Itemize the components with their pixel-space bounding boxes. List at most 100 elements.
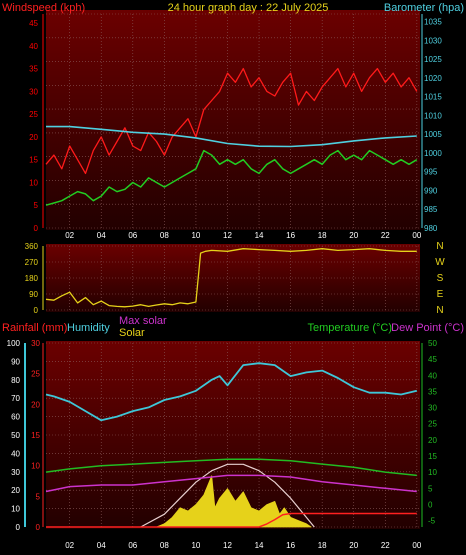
windspeed-y-tick: 40 xyxy=(29,42,38,51)
humidity-y-tick: 100 xyxy=(7,339,21,348)
temperature-y-tick: 5 xyxy=(428,484,433,493)
weather-x-tick: 22 xyxy=(381,541,390,550)
barometer-y-tick: 1015 xyxy=(424,93,442,102)
wind-panel xyxy=(46,10,420,230)
rain-series xyxy=(46,512,417,528)
humidity-y-tick: 90 xyxy=(11,357,20,366)
compass-letter: E xyxy=(437,289,444,300)
rainfall-label: Rainfall (mm) xyxy=(2,322,67,334)
temperature-y-tick: 0 xyxy=(428,500,433,509)
wind-x-tick: 04 xyxy=(97,231,106,240)
windspeed-y-tick: 10 xyxy=(29,178,38,187)
wind-x-tick: 18 xyxy=(318,231,327,240)
rainfall-y-tick: 20 xyxy=(31,400,40,409)
direction-y-tick: 90 xyxy=(29,290,38,299)
weather-x-tick: 00 xyxy=(412,541,421,550)
direction-series xyxy=(45,248,417,308)
temperature-y-tick: 35 xyxy=(428,387,437,396)
humidity-y-tick: 20 xyxy=(11,486,20,495)
windspeed-y-tick: 25 xyxy=(29,110,38,119)
humidity-y-tick: 80 xyxy=(11,376,20,385)
barometer-y-tick: 980 xyxy=(424,224,438,233)
temperature-y-tick: 40 xyxy=(428,371,437,380)
direction-y-tick: 270 xyxy=(25,258,39,267)
direction-y-tick: 180 xyxy=(25,274,39,283)
rainfall-y-tick: 25 xyxy=(31,370,40,379)
barometer-y-tick: 1010 xyxy=(424,111,442,120)
humidity-y-tick: 60 xyxy=(11,413,20,422)
rainfall-y-tick: 0 xyxy=(36,523,41,532)
temperature-y-tick: 50 xyxy=(428,339,437,348)
max-solar-series xyxy=(140,463,315,528)
weather-x-tick: 08 xyxy=(160,541,169,550)
humidity-y-tick: 50 xyxy=(11,431,20,440)
green-series xyxy=(45,149,418,206)
barometer-y-tick: 1025 xyxy=(424,55,442,64)
max-solar-label: Max solar xyxy=(119,315,167,327)
humidity-y-tick: 40 xyxy=(11,449,20,458)
wind-x-tick: 06 xyxy=(128,231,137,240)
temperature-y-tick: 30 xyxy=(428,404,437,413)
temperature-y-tick: 25 xyxy=(428,420,437,429)
compass-letter: W xyxy=(435,257,445,268)
temperature-series xyxy=(45,458,417,477)
temperature-y-tick: 45 xyxy=(428,355,437,364)
wind-x-tick: 10 xyxy=(191,231,200,240)
weather-x-tick: 18 xyxy=(318,541,327,550)
weather-x-tick: 06 xyxy=(128,541,137,550)
compass-letter: S xyxy=(437,273,444,284)
wind-x-tick: 12 xyxy=(223,231,232,240)
wind-x-tick: 08 xyxy=(160,231,169,240)
wind-x-tick: 02 xyxy=(65,231,74,240)
barometer-series xyxy=(46,125,417,148)
rainfall-y-tick: 10 xyxy=(31,462,40,471)
windspeed-y-tick: 0 xyxy=(34,224,39,233)
compass-letter: N xyxy=(436,305,443,316)
humidity-y-tick: 10 xyxy=(11,505,20,514)
wind-x-tick: 20 xyxy=(349,231,358,240)
temperature-label: Temperature (°C) xyxy=(308,322,392,334)
weather-x-tick: 20 xyxy=(349,541,358,550)
barometer-y-tick: 1005 xyxy=(424,130,442,139)
windspeed-y-tick: 15 xyxy=(29,156,38,165)
barometer-y-tick: 1000 xyxy=(424,149,442,158)
axes: 0510152025303540459809859909951000100510… xyxy=(7,14,445,550)
windspeed-y-tick: 30 xyxy=(29,87,38,96)
wind-x-tick: 22 xyxy=(381,231,390,240)
rainfall-y-tick: 30 xyxy=(31,339,40,348)
weather-x-tick: 04 xyxy=(97,541,106,550)
dewpoint-label: Dew Point (°C) xyxy=(391,322,464,334)
windspeed-y-tick: 5 xyxy=(34,201,39,210)
dewpoint-series xyxy=(45,474,417,493)
direction-y-tick: 0 xyxy=(34,306,39,315)
wind-x-tick: 00 xyxy=(412,231,421,240)
rainfall-y-tick: 15 xyxy=(31,431,40,440)
wind-x-tick: 14 xyxy=(255,231,264,240)
humidity-y-tick: 0 xyxy=(16,523,21,532)
solar-series xyxy=(156,475,312,528)
temperature-y-tick: 10 xyxy=(428,468,437,477)
rainfall-y-tick: 5 xyxy=(36,492,41,501)
barometer-label: Barometer (hpa) xyxy=(384,2,464,14)
barometer-y-tick: 985 xyxy=(424,205,438,214)
barometer-y-tick: 1020 xyxy=(424,74,442,83)
chart-title: 24 hour graph day : 22 July 2025 xyxy=(168,2,329,14)
barometer-y-tick: 1030 xyxy=(424,36,442,45)
data-series xyxy=(45,67,418,528)
temperature-y-tick: -5 xyxy=(428,517,436,526)
solar-label: Solar xyxy=(119,327,145,339)
windspeed-label: Windspeed (kph) xyxy=(2,2,85,14)
barometer-y-tick: 990 xyxy=(424,186,438,195)
humidity-label: Humidity xyxy=(67,322,110,334)
gust-series xyxy=(45,67,418,175)
compass-letter: N xyxy=(436,241,443,252)
humidity-y-tick: 30 xyxy=(11,468,20,477)
weather-x-tick: 02 xyxy=(65,541,74,550)
weather-x-tick: 16 xyxy=(286,541,295,550)
windspeed-y-tick: 45 xyxy=(29,19,38,28)
humidity-y-tick: 70 xyxy=(11,394,20,403)
barometer-y-tick: 995 xyxy=(424,168,438,177)
barometer-y-tick: 1035 xyxy=(424,18,442,27)
windspeed-y-tick: 35 xyxy=(29,65,38,74)
